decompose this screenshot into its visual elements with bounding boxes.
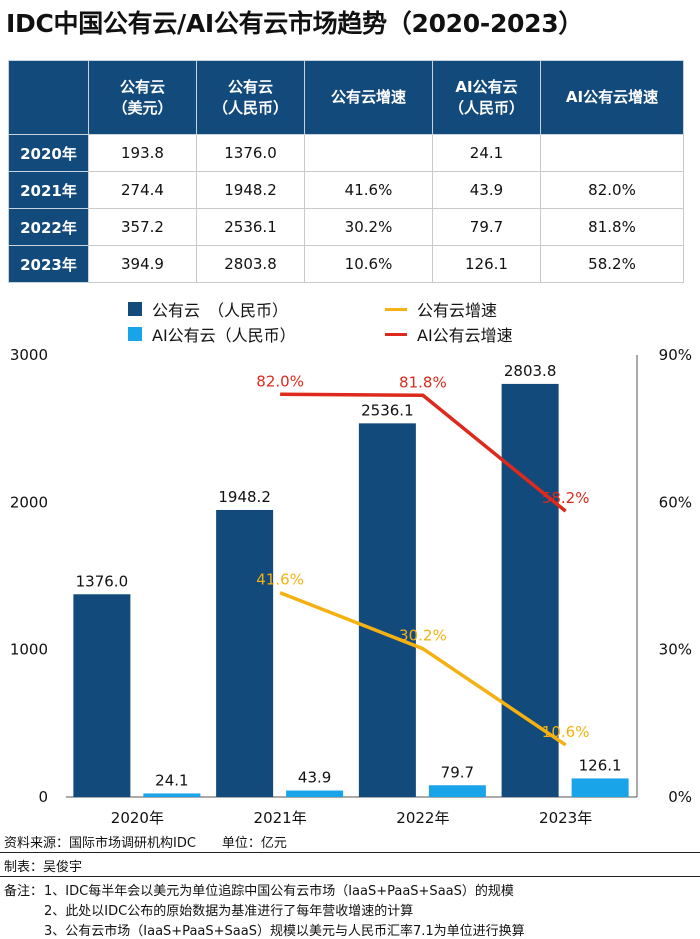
public-cloud-bar [358, 423, 416, 797]
table-row: 2021年 274.4 1948.2 41.6% 43.9 82.0% [8, 171, 684, 209]
data-table: 公有云 （美元） 公有云 （人民币） 公有云增速 AI公有云 （人民币） AI公有云增速… [8, 60, 684, 283]
public-cloud-bar-label: 1376.0 [76, 572, 129, 590]
divider-2 [0, 876, 700, 877]
public-cloud-bar-label: 2536.1 [361, 401, 414, 419]
public-growth-swatch [385, 307, 407, 311]
table-cell: 2536.1 [196, 208, 305, 246]
ai-cloud-bar [428, 785, 486, 797]
table-cell: 82.0% [540, 171, 684, 209]
legend-ai-cloud-label: AI公有云（人民币） [152, 326, 296, 345]
table-row: 2022年 357.2 2536.1 30.2% 79.7 81.8% [8, 208, 684, 246]
table-row-header: 2020年 [8, 134, 89, 172]
combo-chart: 0 1000 2000 3000 0% 30% 60% 90% 2020年 2021年 2022年 2… [10, 346, 692, 827]
public-cloud-swatch [128, 302, 142, 316]
table-cell: 30.2% [304, 208, 433, 246]
public-growth-label: 30.2% [399, 627, 447, 645]
table-cell: 10.6% [304, 245, 433, 283]
source-note: 资料来源：国际市场调研机构IDC 单位：亿元 [4, 836, 287, 851]
note-1: 1、IDC每半年会以美元为单位追踪中国公有云市场（IaaS+PaaS+SaaS）… [44, 884, 514, 899]
left-axis-tick-label: 2000 [10, 493, 48, 511]
table-header-cell: 公有云 （美元） [88, 60, 197, 135]
table-cell [540, 134, 684, 172]
table-cell: 193.8 [88, 134, 197, 172]
table-row: 2020年 193.8 1376.0 24.1 [8, 134, 684, 172]
table-cell: 274.4 [88, 171, 197, 209]
table-header-cell: AI公有云增速 [540, 60, 684, 135]
legend-public-growth: 公有云增速 [385, 297, 497, 321]
legend-ai-growth: AI公有云增速 [385, 322, 513, 346]
ai-growth-label: 81.8% [399, 373, 447, 391]
ai-cloud-bar [286, 790, 344, 797]
ai-cloud-swatch [128, 327, 142, 341]
table-cell: 126.1 [432, 245, 541, 283]
left-axis-tick-label: 1000 [10, 641, 48, 659]
table-cell: 58.2% [540, 245, 684, 283]
right-axis-tick-label: 0% [668, 788, 692, 806]
left-axis-tick-label: 3000 [10, 346, 48, 364]
table-header-cell [8, 60, 89, 135]
table-cell: 357.2 [88, 208, 197, 246]
table-cell: 1376.0 [196, 134, 305, 172]
table-cell: 2803.8 [196, 245, 305, 283]
legend-ai-growth-label: AI公有云增速 [417, 326, 513, 345]
public-growth-label: 41.6% [256, 571, 304, 589]
ai-growth-label: 58.2% [542, 489, 590, 507]
x-axis-tick-label: 2022年 [396, 809, 449, 827]
legend-public-cloud: 公有云 （人民币） [128, 297, 288, 321]
public-cloud-bar [501, 383, 559, 797]
x-axis-tick-label: 2021年 [254, 809, 307, 827]
x-axis-tick-label: 2020年 [111, 809, 164, 827]
table-row-header: 2023年 [8, 245, 89, 283]
table-row-header: 2022年 [8, 208, 89, 246]
table-header-cell: AI公有云 （人民币） [432, 60, 541, 135]
public-cloud-bar [216, 509, 274, 797]
divider-1 [0, 852, 700, 853]
public-growth-label: 10.6% [542, 723, 590, 741]
ai-cloud-bar [143, 793, 201, 797]
legend-ai-cloud: AI公有云（人民币） [128, 322, 296, 346]
table-cell: 43.9 [432, 171, 541, 209]
table-header-cell: 公有云 （人民币） [196, 60, 305, 135]
table-row-header: 2021年 [8, 171, 89, 209]
public-growth-line [279, 591, 567, 747]
public-cloud-bar [73, 594, 131, 797]
right-axis-tick-label: 60% [659, 493, 692, 511]
note-2: 2、此处以IDC公布的原始数据为基准进行了每年营收增速的计算 [44, 904, 414, 919]
right-axis-tick-label: 90% [659, 346, 692, 364]
ai-cloud-bar-label: 43.9 [298, 769, 331, 787]
notes-label: 备注： [4, 884, 44, 899]
legend-public-growth-label: 公有云增速 [417, 301, 498, 320]
right-axis-tick-label: 30% [659, 641, 692, 659]
ai-cloud-bar-label: 79.7 [441, 763, 474, 781]
ai-growth-swatch [385, 332, 407, 336]
table-header-cell: 公有云增速 [304, 60, 433, 135]
page-title: IDC中国公有云/AI公有云市场趋势（2020-2023） [6, 9, 584, 38]
table-row: 2023年 394.9 2803.8 10.6% 126.1 58.2% [8, 245, 684, 283]
ai-growth-line [280, 392, 567, 513]
legend-public-cloud-label: 公有云 （人民币） [152, 301, 289, 320]
table-cell: 1948.2 [196, 171, 305, 209]
ai-cloud-bar [571, 778, 629, 797]
ai-growth-label: 82.0% [256, 372, 304, 390]
table-cell: 79.7 [432, 208, 541, 246]
table-cell: 41.6% [304, 171, 433, 209]
author-note: 制表：吴俊宇 [4, 860, 83, 875]
note-3: 3、公有云市场（IaaS+PaaS+SaaS）规模以美元与人民币汇率7.1为单位… [44, 924, 525, 939]
table-cell: 24.1 [432, 134, 541, 172]
table-cell [304, 134, 433, 172]
table-cell: 81.8% [540, 208, 684, 246]
ai-cloud-bar-label: 126.1 [579, 756, 622, 774]
public-cloud-bar-label: 1948.2 [218, 488, 271, 506]
table-cell: 394.9 [88, 245, 197, 283]
left-axis-tick-label: 0 [38, 788, 48, 806]
x-axis-tick-label: 2023年 [539, 809, 592, 827]
public-cloud-bar-label: 2803.8 [504, 362, 557, 380]
ai-cloud-bar-label: 24.1 [155, 771, 188, 789]
